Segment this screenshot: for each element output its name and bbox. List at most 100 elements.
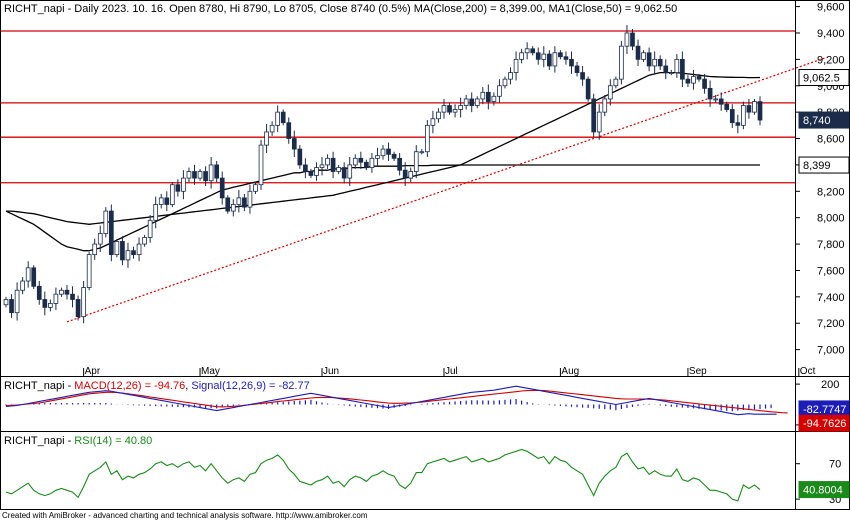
candle <box>652 51 658 74</box>
candle <box>92 238 98 260</box>
candle-body <box>81 287 86 318</box>
candle <box>458 97 463 118</box>
candle <box>680 51 685 88</box>
candle-body <box>142 237 147 245</box>
candle-body <box>369 157 375 168</box>
rsi-badge-box <box>798 481 850 499</box>
candle-body <box>192 171 197 179</box>
macd-pane-title: RICHT_napi - MACD(12,26) = -94.76, Signa… <box>4 380 310 392</box>
candle-body <box>607 85 613 100</box>
candle <box>480 87 486 105</box>
candle-body <box>131 250 136 256</box>
candle-body <box>513 58 519 73</box>
candle-body <box>668 72 674 74</box>
candle-body <box>75 299 81 318</box>
month-label: Aug <box>561 366 579 377</box>
candle-body <box>186 171 192 179</box>
candle <box>336 164 341 175</box>
candle <box>53 287 59 311</box>
candle-body <box>535 52 541 60</box>
candle-body <box>164 197 170 205</box>
month-label: Oct <box>800 366 816 377</box>
candle <box>646 47 652 72</box>
candle <box>558 50 563 60</box>
candle-body <box>735 122 741 126</box>
candle-body <box>630 32 635 47</box>
candle-body <box>153 204 159 221</box>
candle <box>264 124 269 154</box>
candle-body <box>86 254 92 289</box>
candle <box>419 149 425 155</box>
candle <box>36 281 42 305</box>
ma200-badge-box <box>798 156 850 174</box>
candle <box>630 29 635 51</box>
ma200-badge: 8,399 <box>798 156 850 174</box>
candle <box>563 51 569 65</box>
candle-body <box>197 171 203 179</box>
candle <box>729 104 735 128</box>
price-tick-label: 7,600 <box>817 265 845 277</box>
candle-body <box>613 78 619 87</box>
candle-body <box>680 58 685 80</box>
candle-body <box>330 157 336 172</box>
macd-title-signal: Signal(12,26,9) = -82.77 <box>191 380 309 392</box>
candle-body <box>552 52 558 67</box>
candle <box>397 153 402 176</box>
close-price-badge-box <box>798 111 850 129</box>
candle <box>14 282 20 321</box>
candle-body <box>474 98 480 106</box>
candle <box>674 54 680 78</box>
candle <box>602 94 608 117</box>
candle <box>502 76 508 89</box>
x-axis-months: Apr May Jun Jul Aug Sep Oct <box>83 366 816 377</box>
candle <box>386 142 391 161</box>
candle-body <box>225 197 231 212</box>
candle <box>153 196 159 229</box>
candle <box>641 50 646 63</box>
candle-body <box>158 197 164 205</box>
candle-body <box>591 98 597 133</box>
ma50-badge: 9,062.5 <box>798 69 850 87</box>
candle <box>103 207 109 238</box>
candle-body <box>724 103 730 110</box>
price-tick-label: 7,000 <box>817 345 845 357</box>
candle-body <box>31 267 37 287</box>
candle <box>696 73 702 82</box>
candle <box>175 179 181 197</box>
candle <box>286 117 292 144</box>
candle-body <box>624 32 630 47</box>
candle-body <box>707 87 713 100</box>
candle <box>624 25 630 55</box>
candle-body <box>347 164 353 179</box>
candle-body <box>469 98 475 106</box>
candle-body <box>402 169 408 179</box>
candle-body <box>20 280 25 291</box>
candle-body <box>674 58 680 73</box>
candle-body <box>718 98 724 105</box>
candle-body <box>336 167 341 172</box>
ma50-line <box>6 71 761 225</box>
candle <box>253 182 258 194</box>
candle <box>164 191 170 212</box>
candle <box>214 160 220 183</box>
candle <box>485 84 491 110</box>
candle-body <box>264 131 269 146</box>
rsi-pane-title: RICHT_napi - RSI(14) = 40.80 <box>4 435 152 447</box>
candle <box>3 296 9 308</box>
candle-body <box>702 78 707 89</box>
candle-body <box>120 241 125 261</box>
candle-body <box>242 197 247 208</box>
candle-body <box>36 285 42 300</box>
ma200-line <box>5 164 760 252</box>
month-label: Apr <box>85 366 101 377</box>
candle-body <box>485 91 491 102</box>
candle-body <box>541 53 547 60</box>
candle <box>402 162 408 187</box>
candle-body <box>691 76 696 84</box>
candle <box>120 236 125 266</box>
candle <box>108 204 114 262</box>
candle <box>275 105 281 132</box>
candle <box>158 193 164 209</box>
candle-body <box>108 210 114 256</box>
candle <box>114 238 120 258</box>
